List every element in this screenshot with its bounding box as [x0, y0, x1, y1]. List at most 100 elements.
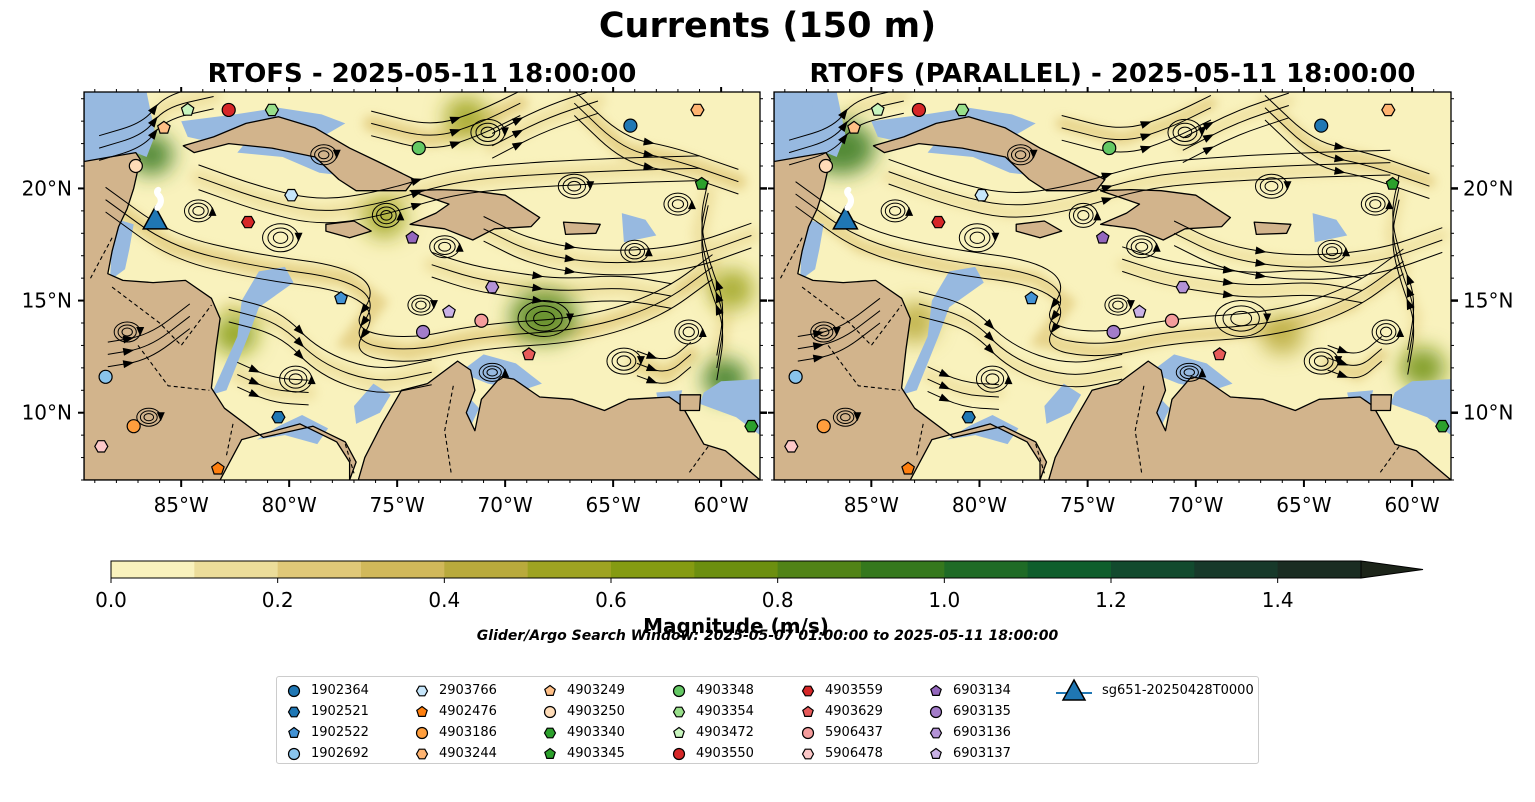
speed-core: [444, 96, 489, 137]
shallow-water: [810, 92, 839, 135]
eddy-streamline: [1321, 243, 1343, 260]
streamline-arrow: [1029, 149, 1038, 159]
x-tick-label: 65°W: [1276, 493, 1331, 517]
eddy-streamline: [1172, 122, 1198, 142]
colorbar-tick-label: 1.0: [928, 588, 960, 612]
float-marker: [98, 369, 113, 384]
legend-marker-icon: [415, 685, 429, 696]
legend-label: 4903345: [567, 746, 625, 761]
streamline-arrow: [644, 247, 653, 257]
legend-marker: [287, 747, 301, 760]
shallow-water: [1390, 379, 1451, 436]
legend-marker-icon: [672, 747, 686, 760]
colorbar-level: [527, 561, 612, 578]
eddy-streamline: [616, 355, 632, 367]
legend-marker: [672, 684, 686, 697]
eddy-streamline: [188, 202, 209, 220]
eddy-streamline: [438, 241, 452, 252]
eddy-streamline: [433, 238, 456, 255]
land-mass: [872, 116, 1106, 192]
speed-core: [362, 197, 407, 238]
legend-marker-icon: [543, 727, 557, 738]
eddy-streamline: [415, 300, 427, 310]
country-border: [137, 345, 210, 391]
streamline: [431, 276, 672, 309]
float-marker: [744, 419, 759, 433]
streamline-arrow: [938, 368, 951, 378]
x-tick-label: 60°W: [1384, 493, 1439, 517]
eddy-streamline: [1108, 297, 1128, 313]
legend-label: 5906437: [825, 725, 883, 740]
glider-marker: [832, 205, 859, 230]
streamline-arrow: [1093, 211, 1102, 221]
shallow-water: [699, 379, 760, 436]
legend-entry: 5906478: [801, 743, 883, 764]
streamline-arrow: [511, 141, 524, 151]
eddy-streamline: [482, 365, 502, 380]
float-marker: [485, 280, 500, 294]
speed-core: [1260, 314, 1305, 355]
glider-track: [154, 186, 164, 211]
float-marker: [901, 461, 916, 475]
figure-canvas: 85°W 80°W 75°W 70°W 65°W 60°W 10°N 15°N 20°N RTOF…: [22, 59, 1514, 638]
float-marker: [1164, 313, 1180, 328]
streamline: [431, 264, 672, 297]
streamline-arrow: [991, 232, 1000, 242]
streamline-arrow: [983, 343, 995, 355]
streamline-arrow: [248, 364, 261, 373]
eddy-streamline: [411, 297, 431, 313]
legend-marker: [672, 747, 686, 760]
streamline-arrow: [410, 202, 423, 211]
colorbar-level: [1194, 561, 1279, 578]
float-marker: [405, 230, 420, 244]
legend-marker: [801, 685, 815, 696]
streamline-arrow: [853, 412, 862, 422]
country-border: [344, 443, 355, 474]
legend-entry: 4903340: [543, 722, 625, 743]
colorbar-label: Magnitude (m/s): [643, 614, 829, 638]
float-marker: [411, 140, 426, 156]
float-marker: [240, 215, 256, 229]
legend-marker: [415, 726, 429, 739]
streamline-arrow: [838, 133, 848, 145]
streamline: [98, 92, 183, 137]
streamline-arrow: [396, 211, 405, 221]
x-tick-label: 70°W: [478, 493, 533, 517]
eddy-streamline: [562, 177, 586, 196]
eddy-streamline: [1112, 300, 1124, 310]
legend-label: 4903249: [567, 683, 625, 698]
x-tick-label: 60°W: [694, 493, 749, 517]
streamline-arrow: [938, 381, 951, 390]
streamline: [371, 92, 520, 124]
eddy-streamline: [567, 180, 582, 192]
legend-marker: [801, 726, 815, 739]
legend-marker-icon: [415, 748, 429, 759]
streamline-arrow: [500, 127, 509, 137]
eddy-streamline: [1077, 210, 1090, 221]
streamline-arrow: [1101, 185, 1113, 193]
legend-marker: [544, 684, 556, 696]
legend-entry: 4903345: [543, 743, 625, 764]
eddy-streamline: [475, 122, 501, 142]
eddy-streamline: [628, 246, 641, 257]
float-marker: [623, 118, 638, 133]
streamlines: [98, 92, 752, 427]
streamline-arrow: [1336, 370, 1349, 378]
eddy-streamline: [836, 410, 855, 425]
streamline: [574, 92, 739, 170]
float-marker: [974, 188, 989, 202]
x-tick-label: 75°W: [1060, 493, 1115, 517]
streamline-arrow: [1140, 133, 1152, 142]
streamline: [198, 155, 700, 199]
eddy-streamline: [376, 206, 397, 225]
legend-marker-icon: [801, 685, 815, 696]
float-marker: [955, 103, 970, 117]
country-border: [801, 286, 903, 347]
country-border: [1379, 446, 1400, 474]
map-frame: [773, 91, 1452, 481]
colorbar-level: [194, 561, 279, 578]
shallow-water: [1150, 354, 1233, 391]
land-mass: [1015, 220, 1063, 239]
streamline-arrow: [1342, 247, 1351, 257]
streamline-arrow: [1334, 142, 1346, 150]
